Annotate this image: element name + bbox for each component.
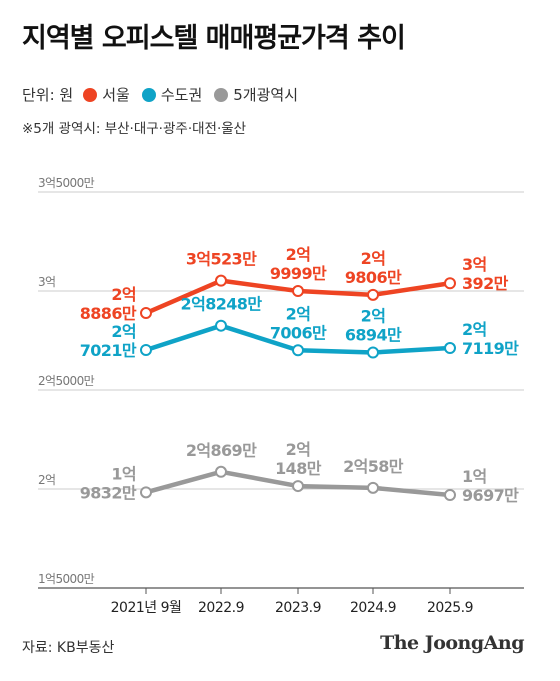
data-point [444,488,456,501]
data-point [292,480,304,493]
data-label-line: 1억 [111,464,136,483]
data-label-line: 3억523만 [186,250,257,269]
data-label: 1억 9832만 [80,464,137,502]
data-label: 2억869만 [186,441,257,460]
data-label-line: 7021만 [80,341,137,360]
data-label-line: 2억8248만 [181,295,263,314]
legend-item-capital-area: 수도권 [141,84,203,105]
legend-label-capital-area: 수도권 [160,86,203,104]
data-label-line: 9806만 [345,268,402,287]
legend-label-metro-cities: 5개광역시 [233,86,298,104]
y-tick-label: 3억5000만 [38,176,95,190]
legend-label-seoul: 서울 [102,86,130,104]
x-tick-label: 2022.9 [198,600,244,616]
data-label: 2억 9999만 [270,245,327,283]
data-label-line: 148만 [275,459,322,478]
data-label: 2억 6894만 [345,306,402,344]
data-point [444,277,456,290]
data-point [444,342,456,355]
x-tick-label: 2021년 9월 [111,600,182,616]
data-label: 2억 148만 [275,440,322,478]
data-label: 2억 7119만 [462,320,519,358]
data-point [140,307,152,320]
data-point [215,319,227,332]
legend-item-seoul: 서울 [83,84,130,105]
data-label-line: 2억 [286,440,311,459]
data-label-line: 1억 [462,467,487,486]
data-point [140,343,152,356]
legend-item-metro-cities: 5개광역시 [214,84,298,105]
data-label-line: 2억58만 [343,457,404,476]
legend-dot-capital-area [141,87,156,102]
data-label-line: 2억 [361,306,386,325]
publisher-logo: The JoongAng [380,632,524,654]
data-label-line: 9999만 [270,264,327,283]
x-tick-label: 2023.9 [275,600,321,616]
x-tick-label: 2025.9 [427,600,473,616]
data-label: 2억 7021만 [80,322,137,360]
data-label-line: 9697만 [462,486,519,505]
data-label-line: 2억 [462,320,487,339]
unit-label: 단위: 원 [22,86,74,104]
y-tick-label: 2억5000만 [38,374,95,388]
data-label-line: 2억 [286,245,311,264]
y-tick-label: 3억 [38,275,55,289]
footnote-metro-cities: ※5개 광역시: 부산·대구·광주·대전·울산 [22,121,247,137]
data-point [140,486,152,499]
source-label: 자료: KB부동산 [22,640,115,656]
data-label-line: 2억 [111,285,136,304]
data-label: 2억 9806만 [345,249,402,287]
data-point [367,481,379,494]
data-point [367,346,379,359]
data-point [215,465,227,478]
data-point [367,288,379,301]
data-label: 2억8248만 [181,295,263,314]
data-label: 3억523만 [186,250,257,269]
data-label-line: 3억 [462,255,487,274]
data-label: 1억 9697만 [462,467,519,505]
data-label: 2억58만 [343,457,404,476]
data-label-line: 9832만 [80,483,137,502]
data-label-line: 7119만 [462,339,519,358]
data-label-line: 6894만 [345,325,402,344]
chart-title: 지역별 오피스텔 매매평균가격 추이 [22,23,406,54]
data-label: 3억 392만 [462,255,509,293]
data-label-line: 2억 [361,249,386,268]
data-label: 2억 7006만 [270,304,327,342]
data-label-line: 2억 [286,304,311,323]
data-point [292,285,304,298]
data-label: 2억 8886만 [80,285,137,323]
legend: 단위: 원 서울 수도권 5개광역시 [22,84,310,105]
data-label-line: 2억 [111,322,136,341]
data-point [215,274,227,287]
y-tick-label: 1억5000만 [38,572,95,586]
legend-dot-metro-cities [214,87,229,102]
data-label-line: 7006만 [270,323,327,342]
x-tick-label: 2024.9 [350,600,396,616]
data-label-line: 2억869만 [186,441,257,460]
legend-dot-seoul [83,87,98,102]
y-tick-label: 2억 [38,473,55,487]
data-label-line: 392만 [462,274,509,293]
data-point [292,344,304,357]
data-label-line: 8886만 [80,304,137,323]
